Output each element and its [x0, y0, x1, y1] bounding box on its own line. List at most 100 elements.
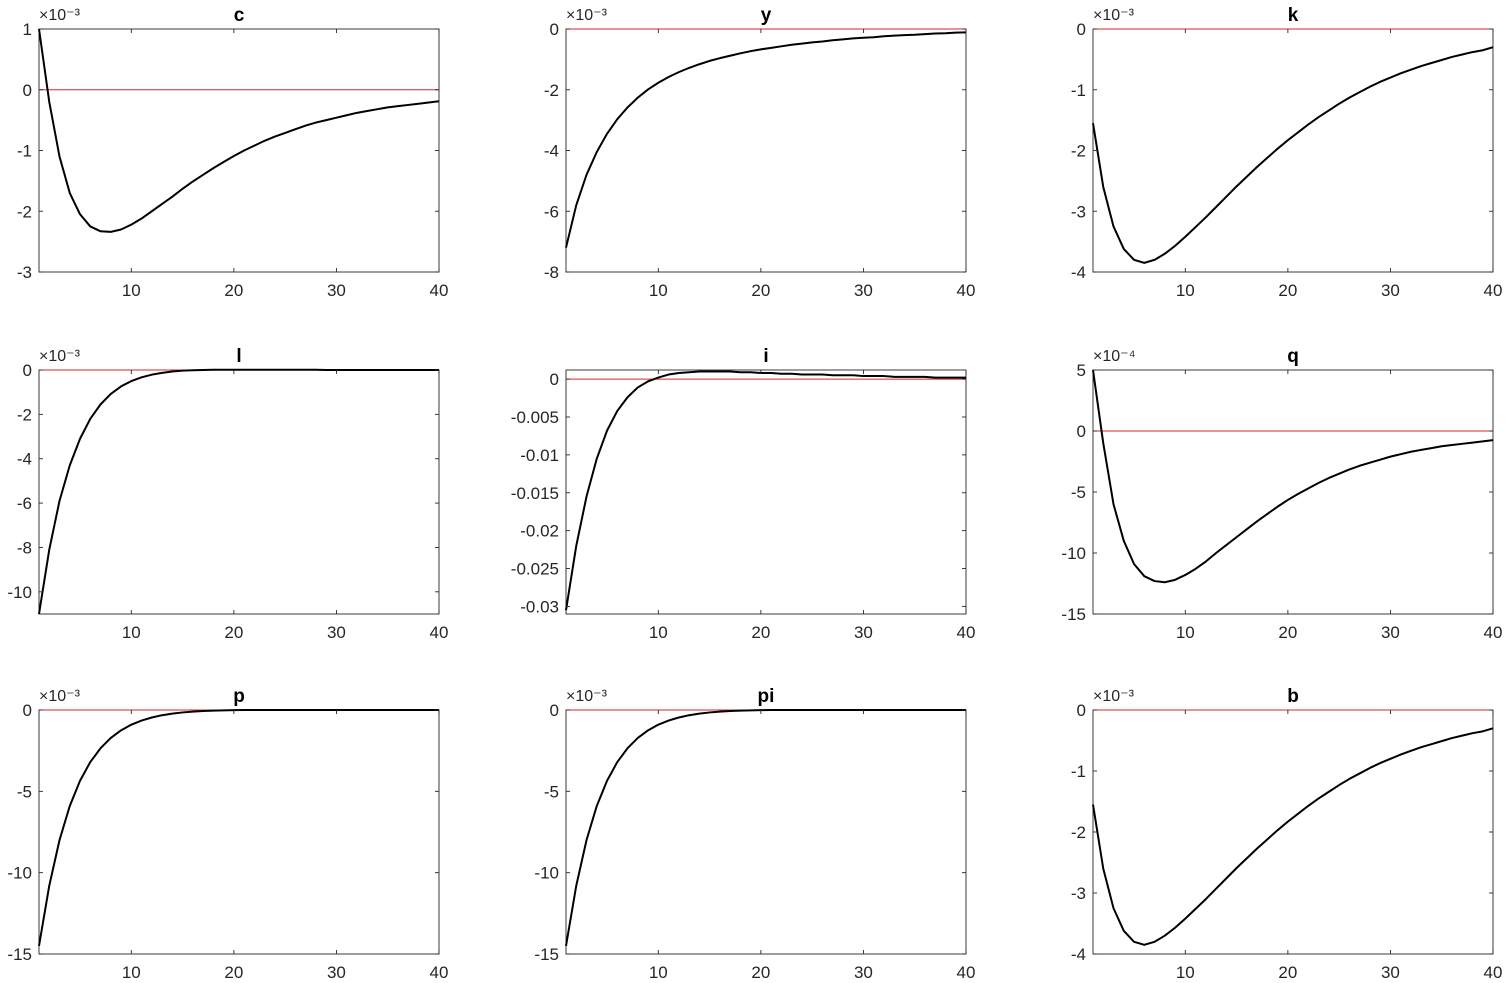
panel-title: q: [1287, 346, 1299, 367]
panel-title: l: [236, 346, 241, 367]
x-tick-label: 10: [1176, 963, 1195, 982]
x-tick-label: 30: [327, 281, 346, 300]
y-tick-label: -4: [1071, 945, 1086, 964]
series-line-b: [1092, 727, 1494, 946]
y-tick-label: -2: [17, 405, 32, 424]
y-exponent-label: ×10⁻³: [566, 688, 608, 705]
x-tick-label: 20: [224, 963, 243, 982]
y-tick-label: -2: [1071, 823, 1086, 842]
axes-box: [38, 709, 440, 955]
y-exponent-label: ×10⁻⁴: [1093, 348, 1136, 365]
x-tick-label: 20: [751, 963, 770, 982]
x-tick-label: 10: [1176, 623, 1195, 642]
y-tick-label: -3: [17, 263, 32, 282]
x-tick-label: 40: [957, 963, 976, 982]
series-line-k: [1092, 46, 1494, 264]
y-tick-label: -10: [7, 583, 32, 602]
x-tick-label: 30: [327, 963, 346, 982]
x-tick-label: 10: [649, 281, 668, 300]
x-tick-label: 20: [751, 623, 770, 642]
y-tick-label: -6: [544, 202, 559, 221]
panel-p: 10 20 30 40 -15 -10 -5 0 ×10⁻³ p: [7, 686, 448, 982]
panel-l: 10 20 30 40 -10 -8 -6 -4 -2 0 ×10⁻³ l: [7, 346, 448, 642]
panel-title: i: [763, 346, 768, 367]
y-tick-label: -4: [544, 142, 559, 161]
y-tick-label: -1: [1071, 81, 1086, 100]
x-tick-label: 30: [854, 281, 873, 300]
y-tick-label: 1: [23, 20, 32, 39]
x-tick-label: 30: [327, 623, 346, 642]
y-tick-label: -4: [1071, 263, 1086, 282]
x-tick-label: 20: [224, 281, 243, 300]
y-exponent-label: ×10⁻³: [39, 7, 81, 24]
axes-box: [565, 28, 967, 273]
y-tick-label: -2: [544, 81, 559, 100]
y-exponent-label: ×10⁻³: [1093, 688, 1135, 705]
y-tick-label: -0.005: [511, 408, 559, 427]
panel-c: 10 20 30 40 -3 -2 -1 0 1 ×10⁻³ c: [17, 5, 449, 300]
panel-title: k: [1288, 5, 1299, 26]
series-line-pi: [565, 709, 966, 947]
y-tick-label: -8: [544, 263, 559, 282]
x-tick-label: 10: [122, 963, 141, 982]
x-tick-label: 40: [957, 281, 976, 300]
axes-box: [1092, 709, 1494, 955]
x-tick-label: 10: [649, 623, 668, 642]
y-tick-label: 0: [23, 361, 32, 380]
y-tick-label: -0.015: [511, 484, 559, 503]
y-tick-label: -4: [17, 450, 32, 469]
x-tick-label: 20: [1278, 281, 1297, 300]
series-line-q: [1092, 369, 1494, 584]
y-tick-label: 0: [23, 701, 32, 720]
panel-y: 10 20 30 40 -8 -6 -4 -2 0 ×10⁻³ y: [544, 5, 976, 300]
x-tick-label: 40: [957, 623, 976, 642]
x-tick-label: 20: [1278, 623, 1297, 642]
y-tick-label: -5: [1071, 483, 1086, 502]
x-tick-label: 40: [430, 281, 449, 300]
axes-box: [1092, 369, 1494, 615]
x-tick-label: 10: [649, 963, 668, 982]
x-tick-label: 40: [1484, 963, 1503, 982]
x-tick-label: 20: [224, 623, 243, 642]
y-tick-label: -1: [1071, 762, 1086, 781]
y-tick-label: -10: [1061, 544, 1086, 563]
x-tick-label: 40: [430, 623, 449, 642]
y-tick-label: -2: [17, 202, 32, 221]
y-tick-label: -1: [17, 142, 32, 161]
y-tick-label: -15: [534, 945, 559, 964]
x-tick-label: 30: [854, 963, 873, 982]
y-tick-label: -15: [1061, 605, 1086, 624]
x-tick-label: 20: [751, 281, 770, 300]
y-tick-label: -3: [1071, 202, 1086, 221]
y-tick-label: -0.03: [520, 597, 559, 616]
y-exponent-label: ×10⁻³: [566, 7, 608, 24]
y-tick-label: -15: [7, 945, 32, 964]
series-line-y: [565, 31, 967, 248]
y-tick-label: 0: [550, 20, 559, 39]
y-exponent-label: ×10⁻³: [39, 348, 81, 365]
x-tick-label: 20: [1278, 963, 1297, 982]
y-tick-label: -10: [534, 864, 559, 883]
x-tick-label: 40: [1484, 623, 1503, 642]
x-tick-label: 10: [122, 281, 141, 300]
y-tick-label: -0.02: [520, 522, 559, 541]
y-tick-label: -3: [1071, 884, 1086, 903]
panel-q: 10 20 30 40 -15 -10 -5 0 5 ×10⁻⁴ q: [1061, 346, 1502, 642]
panel-title: pi: [758, 686, 775, 707]
x-tick-label: 30: [1381, 281, 1400, 300]
x-tick-label: 30: [1381, 623, 1400, 642]
y-tick-label: -5: [17, 782, 32, 801]
series-line-l: [38, 368, 439, 615]
y-tick-label: 0: [550, 370, 559, 389]
y-exponent-label: ×10⁻³: [1093, 7, 1135, 24]
y-tick-label: -0.025: [511, 560, 559, 579]
y-tick-label: 0: [1077, 422, 1086, 441]
panel-title: c: [234, 5, 245, 26]
y-tick-label: -6: [17, 494, 32, 513]
y-tick-label: 5: [1077, 361, 1086, 380]
y-tick-label: -10: [7, 864, 32, 883]
x-tick-label: 30: [1381, 963, 1400, 982]
axes-box: [38, 28, 440, 273]
y-tick-label: -5: [544, 782, 559, 801]
